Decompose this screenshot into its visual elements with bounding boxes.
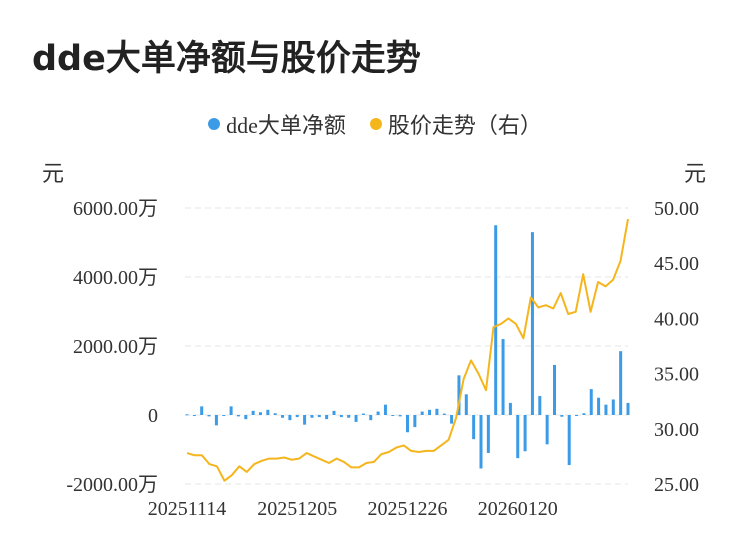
legend-label-dde: dde大单净额 [226,113,346,138]
bar-59 [619,351,623,415]
bar-22 [347,415,351,418]
x-tick-label-3: 20260120 [478,498,558,520]
bar-46 [523,415,527,452]
bar-27 [383,404,387,415]
left-axis-unit: 元 [42,161,65,186]
bar-52 [567,415,571,466]
legend-item-price[interactable]: 股价走势（右） [369,108,542,140]
bar-24 [361,413,365,415]
bar-2 [200,406,204,415]
bar-38 [464,394,468,415]
bar-19 [325,415,329,420]
legend-dot-price [369,118,382,130]
chart-title: dde大单净额与股价走势 [32,39,421,79]
bar-47 [530,232,534,415]
right-axis-unit: 元 [684,161,707,186]
bar-29 [398,415,402,417]
bar-20 [332,410,336,415]
legend-item-dde[interactable]: dde大单净额 [208,108,346,140]
bar-55 [589,389,593,415]
bar-14 [288,415,292,421]
x-axis-ticks: 20251114 20251205 20251226 20260120 [148,498,558,520]
bar-11 [266,409,270,415]
bar-26 [376,411,380,415]
left-tick-label-0: -2000.00万 [66,474,158,496]
right-tick-label-4: 45.00 [654,253,699,275]
bar-43 [501,339,505,415]
bar-21 [339,415,343,418]
bar-39 [472,415,476,440]
bar-35 [442,413,446,415]
x-tick-label-1: 20251205 [257,498,337,520]
bar-33 [428,409,432,415]
bar-42 [494,225,498,415]
bar-30 [406,415,409,433]
grid-lines [185,207,628,485]
right-tick-label-0: 25.00 [654,474,699,496]
legend: dde大单净额 股价走势（右） [0,108,750,140]
bar-34 [435,408,439,415]
left-tick-label-1: 0 [148,405,158,427]
bar-37 [457,375,461,415]
bar-25 [369,415,373,421]
bar-31 [413,415,417,428]
bar-51 [560,415,564,417]
legend-dot-dde [208,118,221,130]
bar-10 [259,412,262,415]
bar-58 [611,399,615,415]
bar-57 [604,404,608,415]
bar-6 [229,406,233,415]
right-tick-label-2: 35.00 [654,364,699,386]
price-line [186,218,629,482]
bar-41 [486,415,490,453]
bar-0 [185,414,189,416]
right-axis-ticks: 25.00 30.00 35.00 40.00 45.00 50.00 [654,198,699,496]
x-tick-label-2: 20251226 [368,498,448,520]
right-tick-label-1: 30.00 [654,419,699,441]
bar-60 [626,402,630,415]
right-tick-label-5: 50.00 [654,198,699,220]
bar-17 [310,415,314,418]
left-tick-label-2: 2000.00万 [73,336,158,358]
bar-5 [222,415,226,416]
bar-32 [420,411,424,415]
left-tick-label-3: 4000.00万 [73,267,158,289]
bar-44 [508,402,512,415]
line-series [186,218,629,482]
bar-53 [575,415,579,417]
bar-50 [553,364,556,415]
bar-8 [244,415,248,420]
bar-9 [251,410,255,415]
left-axis-ticks: -2000.00万 0 2000.00万 4000.00万 6000.00万 [66,198,158,496]
bar-series [185,225,630,469]
x-tick-label-0: 20251114 [148,498,227,520]
bar-12 [273,413,277,415]
bar-54 [582,413,586,415]
bar-48 [538,396,542,415]
legend-label-price: 股价走势（右） [387,113,542,138]
bar-49 [545,415,549,445]
right-tick-label-3: 40.00 [654,308,699,330]
bar-4 [214,415,218,426]
bar-13 [281,415,285,418]
bar-23 [354,415,358,422]
bar-1 [192,415,196,417]
bar-7 [236,415,240,417]
left-tick-label-4: 6000.00万 [73,198,158,220]
bar-45 [516,415,520,459]
bar-16 [303,415,307,425]
bar-36 [450,415,454,424]
bar-18 [317,415,321,418]
bar-40 [479,415,483,469]
bar-56 [597,397,601,415]
bar-15 [295,415,299,418]
bar-28 [391,415,395,416]
bar-3 [207,415,211,417]
